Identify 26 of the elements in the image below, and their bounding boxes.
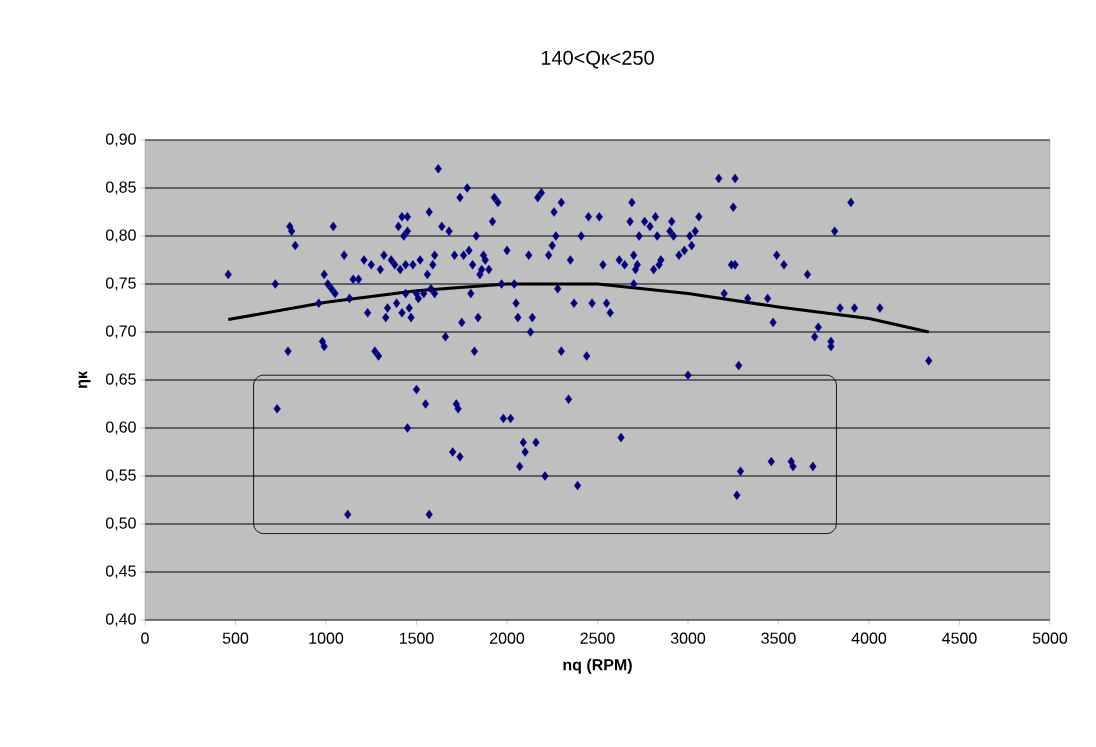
x-axis-title: nq (RPM)	[563, 658, 632, 674]
x-tick-label: 2000	[490, 632, 525, 644]
x-tick-label: 2500	[580, 632, 615, 644]
y-tick-label: 0,80	[105, 229, 136, 243]
line-series	[226, 282, 931, 334]
y-tick-label: 0,40	[105, 613, 136, 627]
y-tick-label: 0,50	[105, 517, 136, 531]
y-tick-label: 0,65	[105, 373, 136, 387]
x-tick-label: 1000	[309, 632, 344, 644]
x-tick-label: 4000	[851, 632, 887, 644]
x-tick-label: 3500	[761, 632, 796, 644]
chart-title: 140<Qк<250	[541, 50, 654, 69]
x-tick-label: 4500	[942, 632, 977, 644]
y-tick-label: 0,85	[105, 181, 136, 195]
x-tick-label: 1500	[399, 632, 434, 644]
y-axis-title: ηк	[78, 371, 91, 389]
y-tick-label: 0,75	[105, 277, 136, 291]
x-tick-label: 3000	[670, 632, 706, 644]
x-tick-label: 5000	[1032, 632, 1068, 644]
y-tick-label: 0,45	[105, 565, 136, 579]
y-tick-label: 0,90	[105, 133, 136, 147]
y-tick-label: 0,70	[105, 325, 136, 339]
y-tick-label: 0,60	[105, 421, 136, 435]
x-tick-label: 0	[141, 632, 149, 644]
y-tick-label: 0,55	[105, 469, 136, 483]
x-tick-label: 500	[222, 632, 249, 644]
